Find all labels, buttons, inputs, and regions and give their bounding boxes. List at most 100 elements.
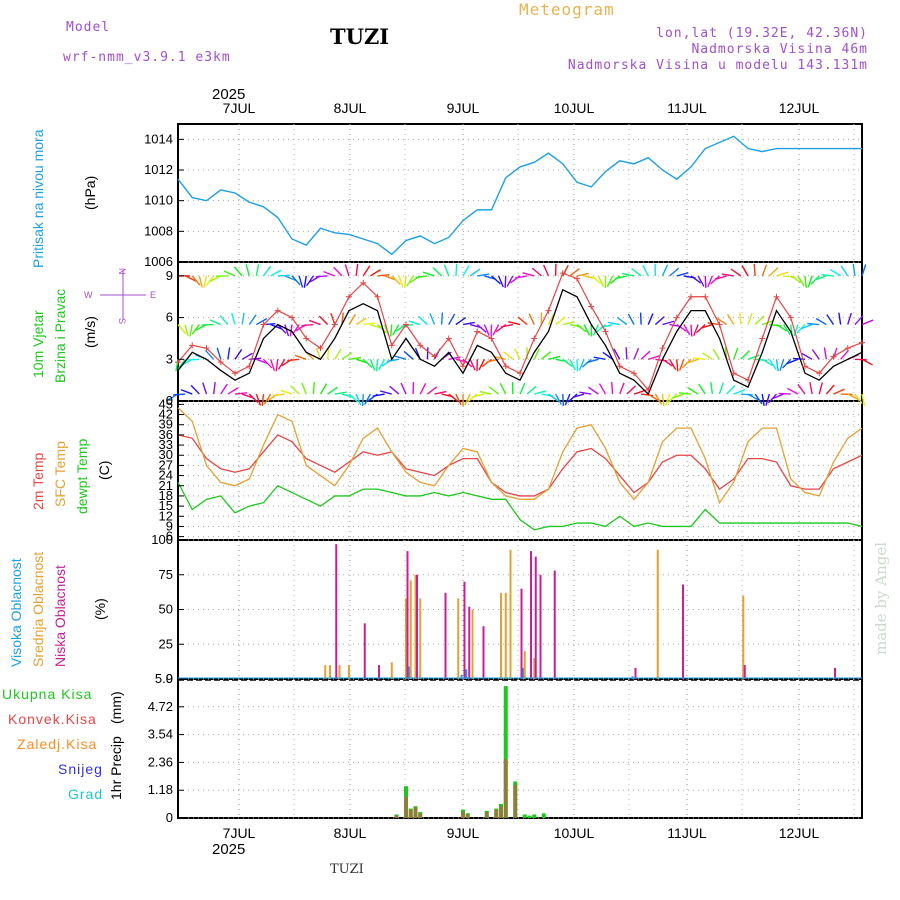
wind-arrow — [581, 358, 592, 368]
wind-arrow — [861, 358, 873, 366]
gust-marker — [460, 363, 466, 370]
wind-arrow — [400, 382, 407, 395]
wind-arrow — [679, 359, 685, 371]
wind-arrow — [330, 312, 336, 325]
compass-w: W — [84, 290, 93, 300]
wind-arrow — [241, 352, 253, 360]
wind-arrow — [287, 358, 300, 362]
mid-cloud-bar — [390, 662, 393, 679]
wind-arrow — [676, 272, 689, 277]
low-cloud-bar — [463, 581, 466, 679]
wind-arrow — [768, 267, 779, 277]
wind-arrow — [220, 383, 228, 395]
gust-marker — [631, 370, 637, 377]
wind-arrow — [615, 275, 628, 280]
wind-arrow — [619, 382, 625, 395]
wind-arrow — [676, 323, 687, 333]
low-cloud-bar — [682, 584, 684, 679]
wind-arrow — [403, 350, 414, 360]
wind-arrow — [669, 358, 677, 370]
gust-marker — [830, 353, 837, 360]
wind-arrow — [647, 393, 659, 402]
cloud-tick: 75 — [159, 567, 173, 582]
wind-arrow — [833, 388, 845, 395]
mid-cloud-bar — [523, 651, 526, 679]
wind-arrow — [180, 389, 193, 395]
wind-arrow — [519, 382, 526, 395]
gust-marker — [189, 342, 196, 349]
wind-arrow — [569, 268, 580, 277]
wind-arrow — [610, 382, 614, 395]
gust-marker — [403, 321, 409, 328]
legend-conv-rain: Konvek.Kisa — [8, 711, 97, 727]
wind-arrow — [667, 393, 678, 404]
wind-arrow — [184, 324, 189, 337]
wind-arrow — [625, 347, 628, 360]
wind-arrow — [661, 264, 669, 277]
panel-frame — [177, 123, 863, 263]
mid-cloud-bar — [324, 665, 327, 679]
footer-station: TUZI — [330, 862, 364, 877]
wind-arrow — [219, 315, 229, 326]
wind-arrow — [262, 358, 273, 369]
cloud-tick: 25 — [159, 636, 173, 651]
wind-arrow — [542, 264, 550, 277]
wind-arrow — [598, 383, 607, 395]
wind-arrow — [809, 382, 813, 395]
wind-arrow — [654, 393, 663, 405]
wind-arrow — [275, 359, 279, 372]
mid-cloud-bar — [419, 598, 422, 679]
wind-arrow — [690, 324, 693, 337]
low-cloud-bar — [530, 551, 532, 679]
mid-cloud-bar — [504, 592, 507, 679]
gust-marker — [745, 377, 751, 384]
low-cloud-bar — [634, 667, 637, 679]
wind-arrow — [754, 315, 765, 326]
wind-arrow — [716, 317, 728, 326]
wind-arrow — [256, 318, 268, 326]
wind-arrow — [733, 347, 739, 360]
wind-arrow — [786, 358, 799, 365]
wind-arrow — [462, 265, 470, 277]
pressure-tick: 1012 — [144, 162, 173, 177]
wind-arrow — [695, 324, 706, 334]
wind-arrow — [807, 322, 820, 326]
wind-arrow — [497, 275, 504, 288]
low-cloud-bar — [534, 556, 537, 679]
wind-arrow — [832, 347, 838, 360]
wind-arrow — [227, 347, 231, 360]
legend-hail: Grad — [68, 786, 104, 802]
temp-tick: 33 — [159, 437, 173, 452]
day-label-bottom: 10JUL — [554, 825, 595, 841]
legend-snow: Snijeg — [58, 761, 103, 777]
wind-arrow — [797, 383, 806, 395]
wind-arrow — [284, 324, 290, 337]
wind-arrow — [323, 270, 336, 277]
wind-arrow — [765, 393, 771, 406]
wind-arrow — [173, 393, 186, 396]
gust-marker — [816, 370, 823, 377]
wind-arrow — [528, 313, 535, 325]
wind-arrow — [203, 275, 208, 288]
wind-arrow — [333, 266, 343, 277]
wind-arrow — [526, 385, 537, 395]
day-label-bottom: 9JUL — [447, 825, 480, 841]
gust-marker — [859, 339, 865, 346]
day-label-bottom: 7JUL — [223, 825, 256, 841]
wind-arrow — [277, 274, 290, 277]
precip-tick: 1.18 — [148, 782, 173, 797]
wind-arrow — [277, 324, 287, 334]
mid-cloud-bar — [329, 665, 331, 679]
wind-arrow — [315, 347, 322, 360]
gust-marker — [531, 335, 538, 342]
wind-arrow — [404, 275, 407, 288]
wind-arrow — [592, 324, 600, 336]
low-cloud-bar — [406, 551, 409, 679]
wind-arrow — [686, 358, 699, 364]
temp-tick: 36 — [159, 427, 173, 442]
wind-arrow — [190, 384, 200, 395]
wind-arrow — [564, 393, 571, 406]
gust-marker — [559, 270, 566, 277]
wind-arrow — [607, 321, 620, 326]
wind-arrow — [263, 393, 272, 405]
